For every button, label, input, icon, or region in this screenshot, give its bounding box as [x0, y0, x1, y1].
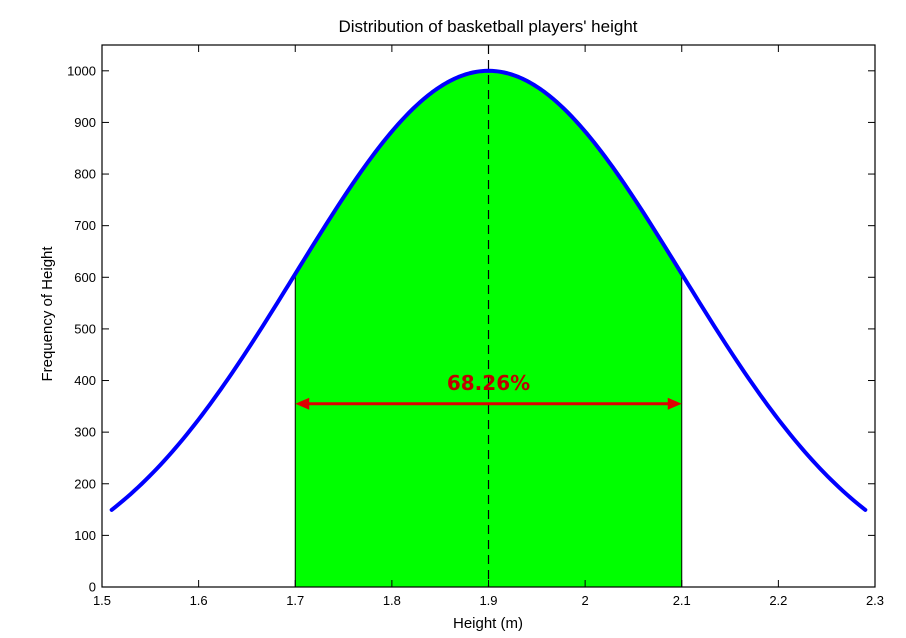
x-tick-label: 1.5: [93, 593, 111, 608]
y-tick-label: 100: [74, 528, 96, 543]
y-tick-label: 700: [74, 218, 96, 233]
plot-area: 68.26% 1.5 1.6 1.7 1.8 1.9 2 2.1 2.2 2.3 0 100 200 30…: [67, 44, 884, 608]
annotation-label: 68.26%: [447, 371, 530, 395]
chart-title: Distribution of basketball players' heig…: [338, 17, 637, 36]
y-tick-label: 600: [74, 270, 96, 285]
series-line: [109, 68, 868, 512]
y-tick-label: 500: [74, 321, 96, 336]
y-tick-label: 0: [89, 580, 96, 595]
y-tick-label: 300: [74, 425, 96, 440]
y-tick-label: 800: [74, 167, 96, 182]
y-tick-label: 1000: [67, 63, 96, 78]
x-tick-label: 2: [582, 593, 589, 608]
y-axis-label: Frequency of Height: [39, 246, 56, 382]
y-tick-label: 900: [74, 115, 96, 130]
x-tick-label: 1.7: [286, 593, 304, 608]
x-tick-label: 2.1: [673, 593, 691, 608]
x-tick-label: 2.2: [769, 593, 787, 608]
y-tick-label: 200: [74, 476, 96, 491]
annotation-arrow-head-right: [667, 397, 682, 410]
x-tick-label: 1.8: [383, 593, 401, 608]
x-tick-label: 1.9: [479, 593, 497, 608]
y-tick-label: 400: [74, 373, 96, 388]
annotation-arrow-head-left: [295, 397, 310, 410]
x-tick-label: 1.6: [190, 593, 208, 608]
x-axis-label: Height (m): [453, 615, 523, 632]
shaded-region: [294, 70, 683, 588]
x-tick-label: 2.3: [866, 593, 884, 608]
